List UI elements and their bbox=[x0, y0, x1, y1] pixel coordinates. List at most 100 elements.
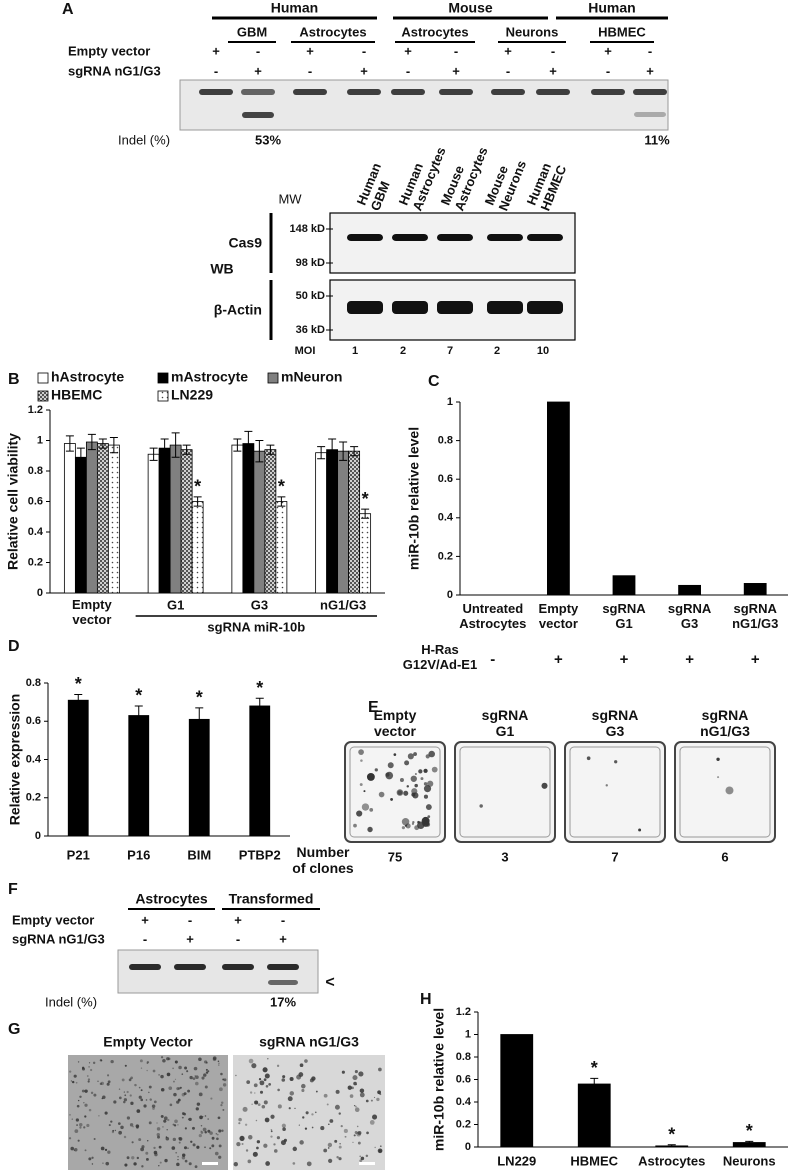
cell bbox=[248, 1135, 253, 1140]
colony bbox=[401, 826, 405, 830]
cell bbox=[352, 1141, 354, 1144]
cell bbox=[211, 1136, 215, 1140]
blot-band bbox=[487, 234, 523, 241]
text-line: Astrocytes bbox=[459, 616, 526, 631]
text-line: G1 bbox=[496, 723, 515, 739]
blot-band bbox=[437, 234, 473, 241]
cell bbox=[298, 1124, 300, 1126]
cell bbox=[329, 1119, 334, 1123]
cell bbox=[354, 1070, 358, 1074]
cell bbox=[259, 1080, 265, 1086]
y-tick-label: 0 bbox=[37, 587, 43, 599]
cell bbox=[200, 1124, 203, 1127]
cell bbox=[276, 1064, 280, 1068]
image-label: Empty Vector bbox=[103, 1034, 193, 1050]
text-line: sgRNA bbox=[668, 601, 712, 616]
cell bbox=[217, 1064, 220, 1066]
cell bbox=[153, 1150, 158, 1155]
x-tick-label: P21 bbox=[67, 847, 90, 862]
cell bbox=[263, 1078, 267, 1082]
cell bbox=[214, 1151, 219, 1156]
cell bbox=[251, 1103, 253, 1106]
cell bbox=[372, 1114, 378, 1120]
cell bbox=[92, 1061, 96, 1065]
cell bbox=[148, 1121, 152, 1125]
column-label-text: HumanHBMEC bbox=[524, 157, 570, 213]
cell bbox=[126, 1090, 129, 1094]
cell bbox=[73, 1074, 77, 1078]
text-line: G1 bbox=[615, 616, 632, 631]
colony bbox=[361, 803, 370, 811]
cell bbox=[76, 1124, 78, 1126]
colony bbox=[420, 777, 424, 781]
cell bbox=[347, 1085, 352, 1090]
species-label: Mouse bbox=[448, 0, 493, 16]
cell bbox=[196, 1102, 201, 1106]
cell bbox=[138, 1086, 141, 1089]
cell bbox=[90, 1068, 93, 1072]
colony bbox=[369, 807, 374, 812]
cell bbox=[156, 1132, 160, 1137]
cell bbox=[79, 1095, 82, 1099]
cell bbox=[131, 1156, 135, 1160]
legend-swatch bbox=[37, 372, 49, 384]
text-line: H-Ras bbox=[421, 642, 459, 657]
y-tick-label: 0.2 bbox=[456, 1118, 471, 1130]
cell bbox=[254, 1092, 256, 1094]
cell bbox=[100, 1059, 103, 1062]
bar bbox=[147, 453, 160, 594]
cell bbox=[296, 1074, 302, 1080]
plate bbox=[564, 741, 666, 843]
cell bbox=[153, 1146, 156, 1150]
colony bbox=[359, 783, 363, 787]
plate-inner bbox=[679, 746, 771, 838]
error-bar bbox=[590, 1077, 599, 1091]
gel bbox=[179, 79, 669, 131]
group-label: Transformed bbox=[229, 891, 314, 907]
column-label-text: MouseNeurons bbox=[482, 153, 530, 213]
cell bbox=[166, 1129, 168, 1131]
cell bbox=[270, 1130, 273, 1133]
cell bbox=[216, 1133, 219, 1136]
cell bbox=[88, 1066, 90, 1068]
cell bbox=[198, 1092, 203, 1097]
cell bbox=[254, 1100, 259, 1105]
cell bbox=[134, 1083, 137, 1087]
gel-band bbox=[242, 112, 274, 118]
cell bbox=[236, 1141, 241, 1147]
cell bbox=[118, 1088, 121, 1090]
cell bbox=[287, 1096, 293, 1102]
cell bbox=[340, 1124, 343, 1128]
cell bbox=[184, 1159, 188, 1163]
cell bbox=[280, 1140, 286, 1146]
y-tick-label: 0.8 bbox=[26, 677, 41, 689]
error-bar bbox=[350, 446, 359, 457]
cell bbox=[123, 1100, 126, 1104]
indel-value: 17% bbox=[270, 994, 296, 1009]
colony bbox=[403, 790, 409, 796]
sign: - bbox=[454, 43, 458, 58]
cell bbox=[338, 1157, 342, 1161]
bar bbox=[253, 450, 266, 594]
cell bbox=[195, 1075, 199, 1079]
cell bbox=[341, 1070, 345, 1074]
cell bbox=[245, 1149, 249, 1152]
cell bbox=[172, 1067, 174, 1070]
cell bbox=[140, 1089, 143, 1092]
y-tick-label: 0.8 bbox=[28, 465, 43, 477]
error-bar bbox=[76, 447, 85, 467]
cell bbox=[336, 1156, 339, 1159]
cell bbox=[344, 1135, 347, 1138]
cell bbox=[99, 1082, 103, 1086]
error-bar bbox=[328, 438, 337, 461]
cell bbox=[207, 1070, 210, 1073]
text-line: nG1/G3 bbox=[700, 723, 750, 739]
gel-band bbox=[634, 112, 666, 117]
cell bbox=[220, 1101, 224, 1105]
cell bbox=[273, 1149, 278, 1153]
cell bbox=[102, 1095, 106, 1099]
x-tick-label: P16 bbox=[127, 847, 150, 862]
row-label: Empty vector bbox=[12, 912, 94, 927]
cell bbox=[184, 1066, 188, 1070]
cell bbox=[328, 1158, 333, 1164]
